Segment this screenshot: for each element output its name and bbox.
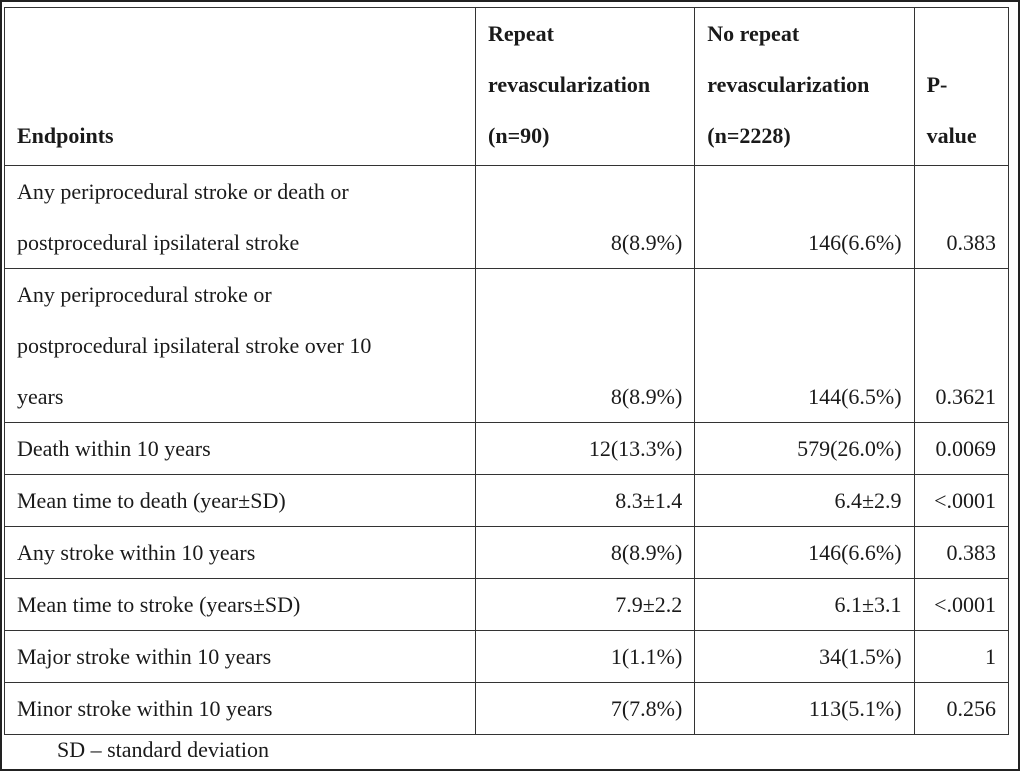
header-no-repeat-line-2: revascularization [707,72,870,97]
header-repeat-line-3: (n=90) [488,123,550,148]
pvalue-cell: 0.256 [913,682,1010,735]
table-row: Any periprocedural stroke or postprocedur… [3,268,1010,423]
table-row: Any stroke within 10 years 8(8.9%) 146(6.6… [3,526,1010,579]
no-repeat-cell: 113(5.1%) [694,682,915,735]
header-endpoints-label: Endpoints [17,123,114,148]
header-no-repeat-line-3: (n=2228) [707,123,791,148]
footnote: SD – standard deviation [57,737,270,762]
table-header-row: Endpoints Repeat revascularization (n=90… [3,7,1010,166]
endpoint-cell: Mean time to stroke (years±SD) [3,578,477,631]
endpoint-line: Major stroke within 10 years [17,644,272,669]
table-row: Death within 10 years 12(13.3%) 579(26.0%)… [3,422,1010,475]
endpoint-line: Any stroke within 10 years [17,540,256,565]
pvalue-cell: 0.383 [913,526,1010,579]
no-repeat-cell: 146(6.6%) [694,165,915,269]
no-repeat-cell: 146(6.6%) [694,526,915,579]
endpoint-line: Mean time to death (year±SD) [17,488,286,513]
repeat-cell: 7(7.8%) [475,682,696,735]
endpoint-line: Death within 10 years [17,436,211,461]
endpoints-table: Endpoints Repeat revascularization (n=90… [3,7,1010,735]
endpoint-cell: Death within 10 years [3,422,477,475]
table-row: Major stroke within 10 years 1(1.1%) 34(1.… [3,630,1010,683]
no-repeat-cell: 34(1.5%) [694,630,915,683]
header-repeat-line-2: revascularization [488,72,651,97]
pvalue-cell: <.0001 [913,474,1010,527]
endpoint-line: years [17,384,64,409]
table-row: Minor stroke within 10 years 7(7.8%) 113(5… [3,682,1010,735]
no-repeat-cell: 6.4±2.9 [694,474,915,527]
repeat-cell: 8(8.9%) [475,165,696,269]
no-repeat-cell: 6.1±3.1 [694,578,915,631]
pvalue-cell: 1 [913,630,1010,683]
endpoint-line: Minor stroke within 10 years [17,696,273,721]
header-pvalue-line-1: P- [926,72,948,97]
repeat-cell: 8.3±1.4 [475,474,696,527]
no-repeat-cell: 579(26.0%) [694,422,915,475]
header-endpoints: Endpoints [3,7,477,166]
header-pvalue-line-2: value [926,123,977,148]
endpoint-line: postprocedural ipsilateral stroke [17,230,300,255]
repeat-cell: 8(8.9%) [475,268,696,423]
repeat-cell: 7.9±2.2 [475,578,696,631]
repeat-cell: 12(13.3%) [475,422,696,475]
endpoint-cell: Any stroke within 10 years [3,526,477,579]
repeat-cell: 1(1.1%) [475,630,696,683]
endpoint-cell: Minor stroke within 10 years [3,682,477,735]
endpoint-cell: Any periprocedural stroke or postprocedur… [3,268,477,423]
no-repeat-cell: 144(6.5%) [694,268,915,423]
pvalue-cell: 0.3621 [913,268,1010,423]
table-row: Mean time to stroke (years±SD) 7.9±2.2 6.1… [3,578,1010,631]
pvalue-cell: 0.383 [913,165,1010,269]
endpoint-line: Any periprocedural stroke or death or [17,179,349,204]
endpoint-cell: Any periprocedural stroke or death or pos… [3,165,477,269]
header-repeat: Repeat revascularization (n=90) [475,7,696,166]
repeat-cell: 8(8.9%) [475,526,696,579]
endpoint-line: Mean time to stroke (years±SD) [17,592,301,617]
table-row: Mean time to death (year±SD) 8.3±1.4 6.4±2… [3,474,1010,527]
header-pvalue: P- value [913,7,1010,166]
endpoint-cell: Mean time to death (year±SD) [3,474,477,527]
header-repeat-line-1: Repeat [488,21,555,46]
pvalue-cell: <.0001 [913,578,1010,631]
endpoint-line: Any periprocedural stroke or [17,282,272,307]
header-no-repeat: No repeat revascularization (n=2228) [694,7,915,166]
endpoint-cell: Major stroke within 10 years [3,630,477,683]
endpoint-line: postprocedural ipsilateral stroke over 1… [17,333,372,358]
pvalue-cell: 0.0069 [913,422,1010,475]
header-no-repeat-line-1: No repeat [707,21,800,46]
table-row: Any periprocedural stroke or death or pos… [3,165,1010,269]
